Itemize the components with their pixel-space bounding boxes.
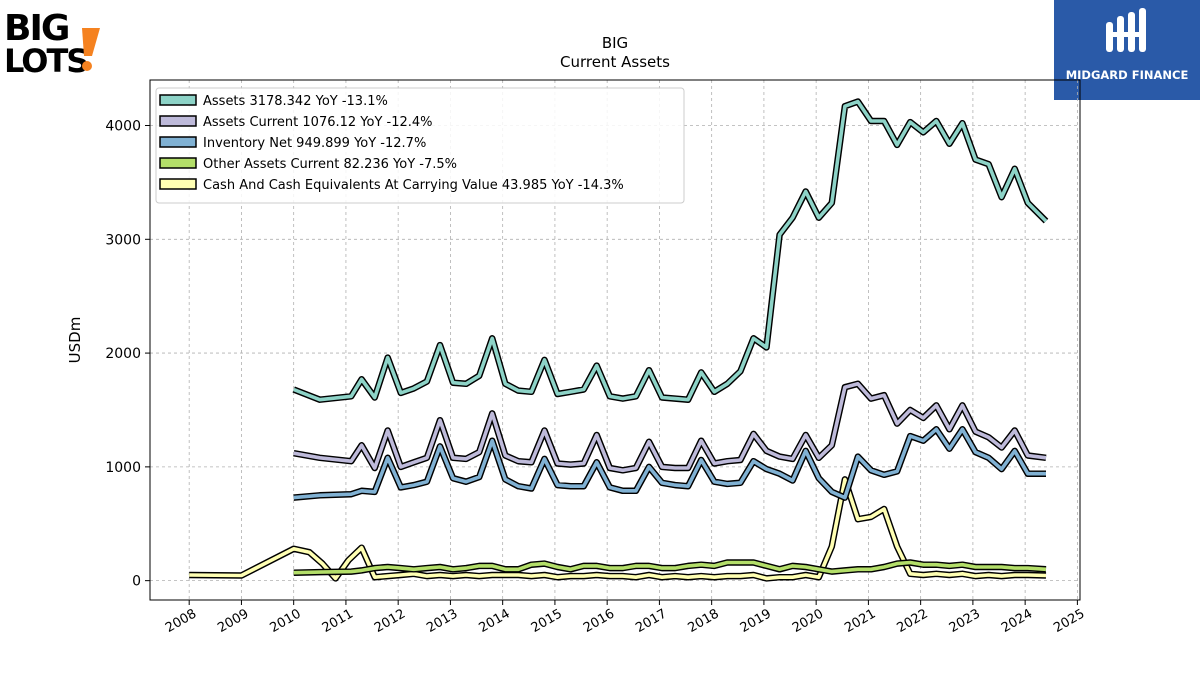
y-tick-label: 2000	[105, 346, 141, 362]
series-line	[293, 381, 1047, 473]
midgard-finance-logo: MIDGARD FINANCE	[1054, 0, 1200, 100]
legend-label: Other Assets Current 82.236 YoY -7.5%	[203, 157, 457, 172]
x-tick-label: 2023	[947, 606, 983, 636]
chart-subtitle: Current Assets	[560, 53, 670, 71]
y-axis-label: USDm	[66, 317, 84, 364]
series-line	[293, 427, 1046, 500]
legend-label: Assets Current 1076.12 YoY -12.4%	[203, 115, 433, 130]
legend-label: Inventory Net 949.899 YoY -12.7%	[203, 136, 426, 151]
legend-swatch	[159, 136, 197, 148]
series-inventory_net	[293, 426, 1046, 501]
midgard-emblem-icon	[1106, 8, 1146, 52]
series-line	[293, 99, 1048, 402]
legend-swatch	[159, 115, 197, 127]
y-tick-label: 1000	[105, 460, 141, 476]
x-tick-label: 2018	[685, 606, 721, 636]
series-other_assets_current	[293, 559, 1047, 576]
chart-title: BIG	[602, 34, 628, 52]
sponsor-name: MIDGARD FINANCE	[1065, 68, 1189, 82]
series-layer	[189, 98, 1049, 582]
series-assets_current	[293, 380, 1047, 474]
svg-text:BIG: BIG	[4, 8, 68, 49]
series-assets	[292, 98, 1049, 403]
series-line	[293, 560, 1047, 575]
x-tick-label: 2015	[529, 606, 565, 636]
x-tick-label: 2011	[320, 606, 356, 636]
x-tick-label: 2008	[163, 606, 199, 636]
legend-swatch	[159, 94, 197, 106]
plot-frame	[149, 79, 1081, 601]
x-tick-label: 2016	[581, 606, 617, 636]
legend: Assets 3178.342 YoY -13.1% Assets Current…	[155, 87, 685, 204]
x-tick-label: 2013	[424, 606, 460, 636]
x-tick-label: 2014	[477, 606, 513, 636]
y-tick-label: 3000	[105, 232, 141, 248]
y-tick-label: 0	[132, 574, 141, 590]
legend-box	[155, 87, 685, 204]
legend-swatch	[159, 157, 197, 169]
svg-text:LOTS: LOTS	[4, 42, 87, 76]
x-tick-label: 2022	[894, 606, 930, 636]
x-tick-label: 2021	[842, 606, 878, 636]
series-line	[189, 477, 1047, 581]
legend-swatch	[159, 178, 197, 190]
x-tick-label: 2017	[633, 606, 669, 636]
x-tick-label: 2024	[999, 606, 1035, 636]
big-lots-logo: BIG LOTS	[4, 8, 100, 76]
x-tick-label: 2012	[372, 606, 408, 636]
x-tick-label: 2010	[268, 606, 304, 636]
x-tick-label: 2025	[1051, 606, 1087, 636]
y-tick-label: 4000	[105, 119, 141, 135]
x-tick-label: 2009	[215, 606, 251, 636]
x-tick-label: 2019	[738, 606, 774, 636]
legend-label: Cash And Cash Equivalents At Carrying Va…	[203, 178, 624, 193]
legend-label: Assets 3178.342 YoY -13.1%	[203, 94, 388, 109]
x-tick-label: 2020	[790, 606, 826, 636]
series-cash	[189, 476, 1047, 582]
